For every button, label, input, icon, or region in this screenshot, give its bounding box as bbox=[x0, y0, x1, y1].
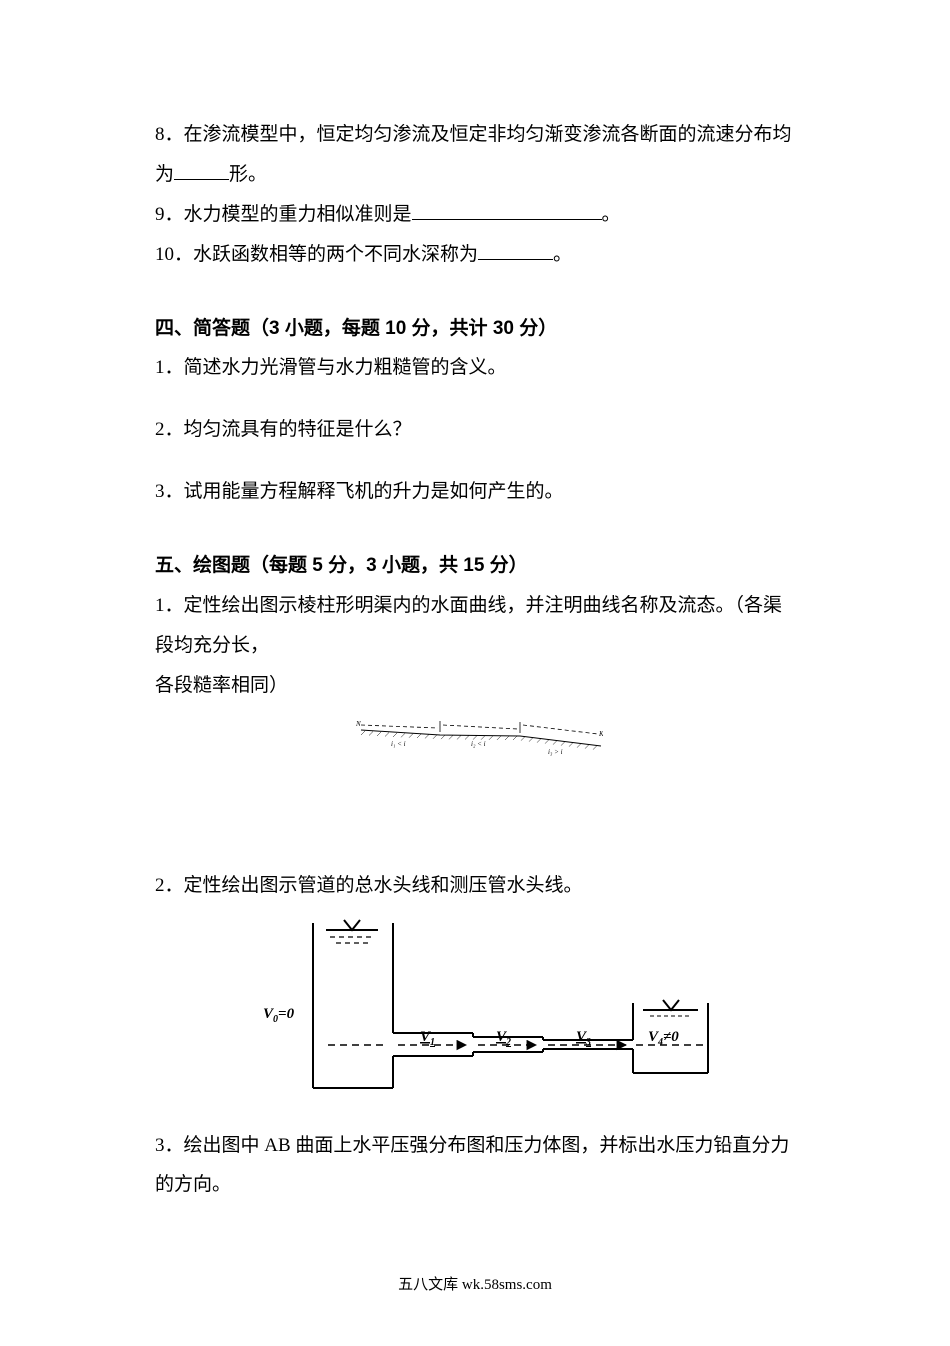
sec5-q1-line2: 各段糙率相同） bbox=[155, 666, 800, 706]
fig1-seg2-label: i₂ < i bbox=[471, 740, 486, 748]
fig1-seg1-label: i₁ < i bbox=[391, 740, 406, 748]
fig2-v0-label: V0=0 bbox=[263, 1006, 295, 1025]
sec4-item-2: 2．均匀流具有的特征是什么？ bbox=[155, 410, 800, 450]
sec5-q1-line1: 1．定性绘出图示棱柱形明渠内的水面曲线，并注明曲线名称及流态。（各渠段均充分长， bbox=[155, 586, 800, 666]
sec5-q3: 3．绘出图中 AB 曲面上水平压强分布图和压力体图，并标出水压力铅直分力的方向。 bbox=[155, 1126, 800, 1206]
sec4-item-3: 3．试用能量方程解释飞机的升力是如何产生的。 bbox=[155, 472, 800, 512]
blank-q8 bbox=[174, 160, 229, 180]
question-10: 10．水跃函数相等的两个不同水深称为 。 bbox=[155, 235, 800, 275]
figure-1-open-channel: N K bbox=[155, 716, 800, 756]
q9-pre: 9．水力模型的重力相似准则是 bbox=[155, 204, 412, 225]
blank-q9 bbox=[412, 200, 602, 220]
fig1-label-K: K bbox=[598, 730, 603, 738]
section-5-title: 五、绘图题（每题 5 分，3 小题，共 15 分） bbox=[155, 546, 800, 586]
fig1-seg3-label: i₃ > i bbox=[548, 748, 563, 756]
q10-post: 。 bbox=[553, 244, 572, 265]
question-9: 9．水力模型的重力相似准则是 。 bbox=[155, 195, 800, 235]
figure-1-svg: N K bbox=[353, 716, 603, 756]
page-footer: 五八文库 wk.58sms.com bbox=[0, 1270, 950, 1302]
sec5-q2: 2．定性绘出图示管道的总水头线和测压管水头线。 bbox=[155, 866, 800, 906]
fig1-label-N: N bbox=[355, 720, 361, 728]
sec4-item-1: 1．简述水力光滑管与水力粗糙管的含义。 bbox=[155, 348, 800, 388]
blank-q10 bbox=[478, 240, 553, 260]
q9-post: 。 bbox=[602, 204, 621, 225]
question-8: 8．在渗流模型中，恒定均匀渗流及恒定非均匀渐变渗流各断面的流速分布均为形。 bbox=[155, 115, 800, 195]
section-4-title: 四、简答题（3 小题，每题 10 分，共计 30 分） bbox=[155, 309, 800, 349]
q8-post: 形。 bbox=[229, 164, 267, 185]
q10-pre: 10．水跃函数相等的两个不同水深称为 bbox=[155, 244, 478, 265]
figure-2-pipeline: V0=0 bbox=[155, 908, 800, 1108]
figure-2-svg: V0=0 bbox=[238, 908, 718, 1108]
